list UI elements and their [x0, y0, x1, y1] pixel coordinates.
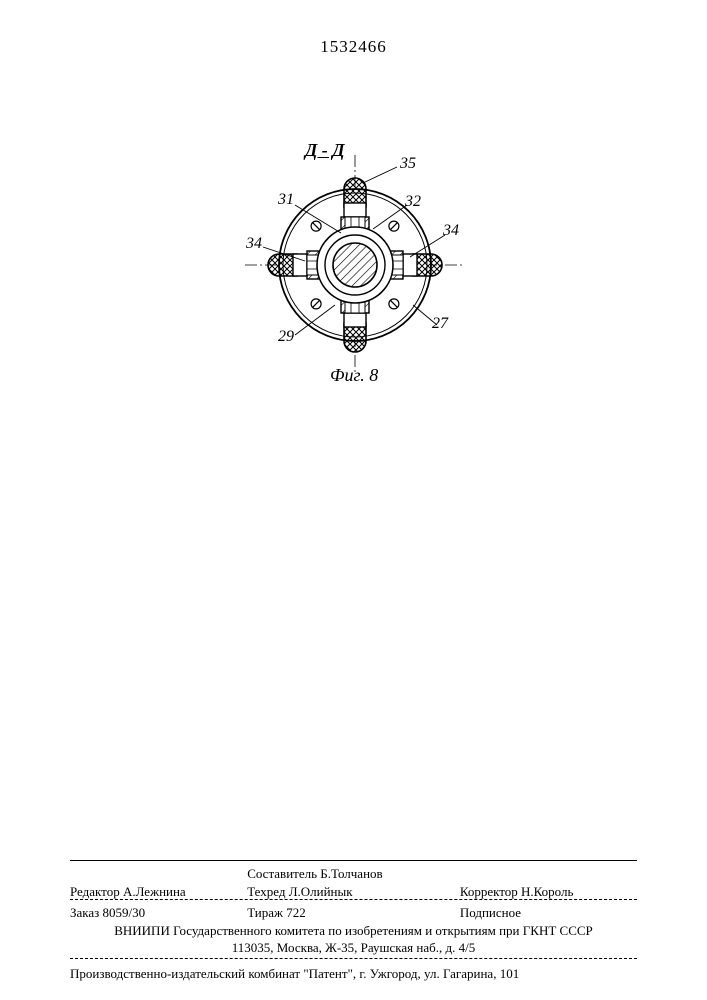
footer-r2-right: Корректор Н.Король	[460, 883, 637, 901]
footer-org1: ВНИИПИ Государственного комитета по изоб…	[70, 922, 637, 940]
page: 1532466 Д - Д	[0, 0, 707, 1000]
footer-imprint: Производственно-издательский комбинат "П…	[70, 965, 637, 983]
callout-29: 29	[278, 328, 294, 346]
footer-r1-right	[460, 865, 637, 883]
footer-r3-right: Подписное	[460, 904, 637, 922]
footer-rule-1	[70, 860, 637, 861]
footer-r2-mid: Техред Л.Олийнык	[247, 883, 460, 901]
footer-r2-left: Редактор А.Лежнина	[70, 883, 247, 901]
patent-number: 1532466	[0, 37, 707, 57]
footer-rule-2	[70, 899, 637, 900]
callout-34b: 34	[443, 222, 459, 240]
callout-35: 35	[400, 155, 416, 173]
footer-r3-mid: Тираж 722	[247, 904, 460, 922]
footer-r3-left: Заказ 8059/30	[70, 904, 247, 922]
footer-org2: 113035, Москва, Ж-35, Раушская наб., д. …	[70, 939, 637, 957]
callout-27: 27	[432, 315, 448, 333]
callout-32: 32	[405, 193, 421, 211]
callout-31: 31	[278, 191, 294, 209]
footer-row-3: Заказ 8059/30 Тираж 722 Подписное ВНИИПИ…	[70, 904, 637, 957]
callout-34a: 34	[246, 235, 262, 253]
footer-r1-mid: Составитель Б.Толчанов	[247, 865, 460, 883]
footer-row-1: Составитель Б.Толчанов Редактор А.Лежнин…	[70, 865, 637, 900]
footer-r1-left	[70, 865, 247, 883]
footer-rule-3	[70, 958, 637, 959]
figure-label: Фиг. 8	[330, 365, 378, 386]
